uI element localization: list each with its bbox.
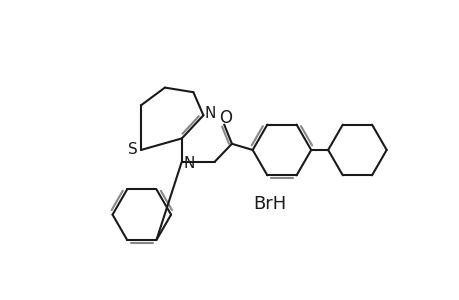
Text: N: N	[204, 106, 216, 121]
Text: S: S	[128, 142, 138, 158]
Text: BrH: BrH	[253, 195, 286, 213]
Text: O: O	[219, 109, 232, 127]
Text: N: N	[183, 155, 194, 170]
